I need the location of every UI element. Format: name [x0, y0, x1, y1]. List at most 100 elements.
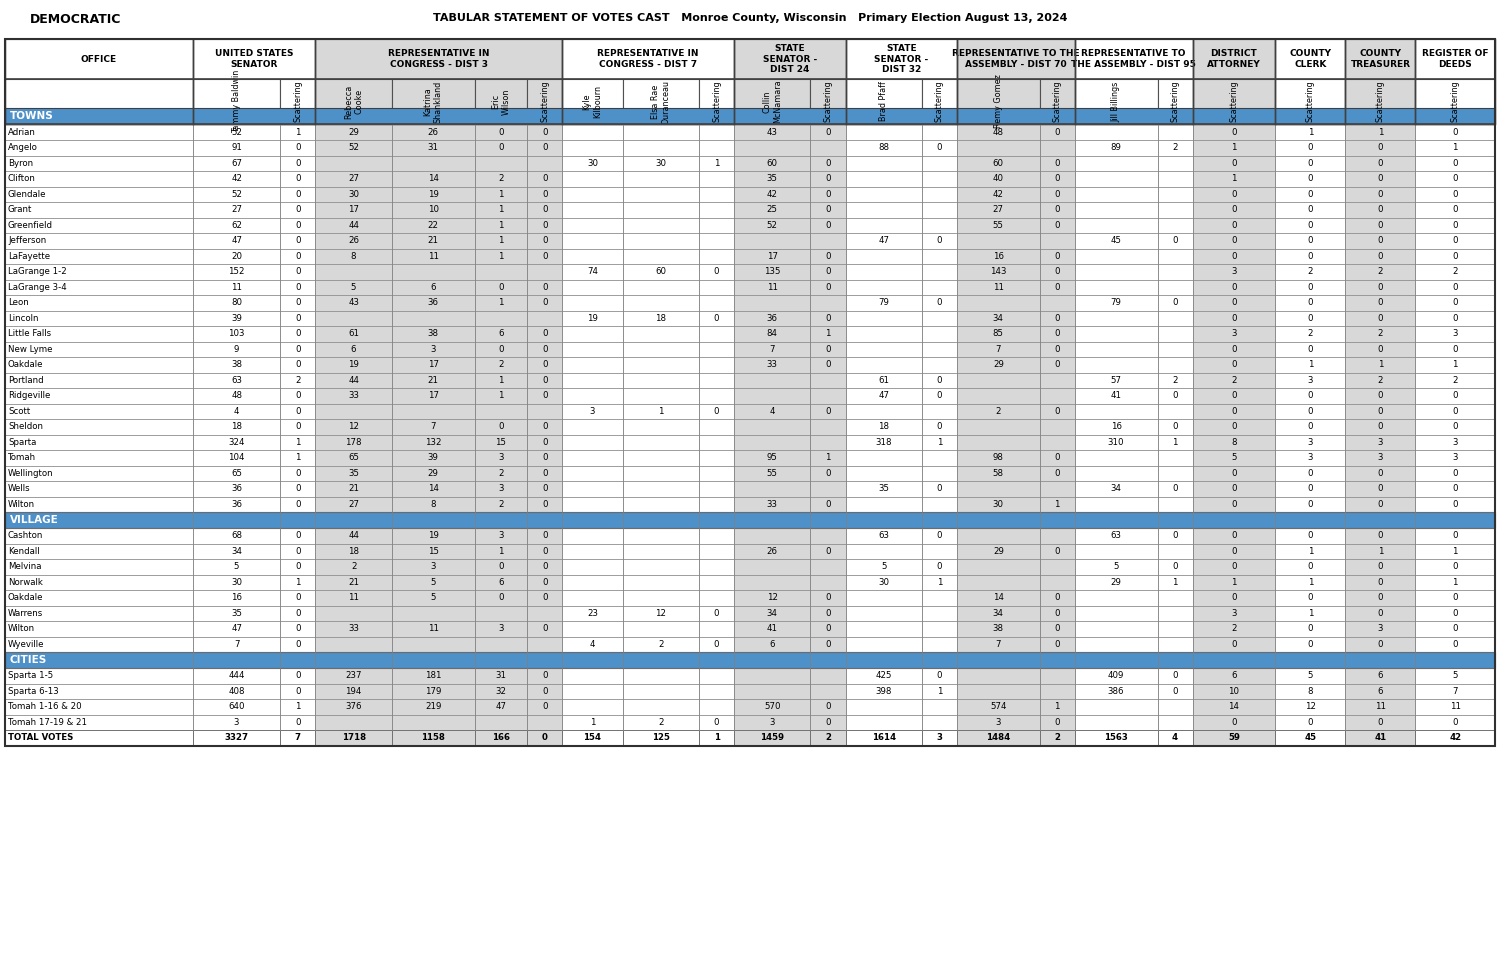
Text: 63: 63 — [878, 531, 890, 540]
Text: 0: 0 — [1377, 220, 1383, 230]
Bar — [846, 434, 922, 450]
Bar — [194, 450, 280, 465]
Bar — [922, 79, 957, 124]
Text: 19: 19 — [427, 531, 438, 540]
Text: 0: 0 — [1308, 314, 1312, 322]
Bar — [1416, 124, 1496, 140]
Bar — [734, 559, 810, 575]
Bar — [810, 280, 846, 295]
Text: 0: 0 — [296, 144, 300, 152]
Text: 3: 3 — [1308, 376, 1312, 385]
Bar — [4, 39, 1496, 746]
Bar — [622, 373, 699, 388]
Bar — [1346, 668, 1416, 684]
Bar — [4, 311, 194, 326]
Text: Jill Billings: Jill Billings — [1112, 82, 1120, 121]
Text: 65: 65 — [231, 469, 242, 478]
Bar — [1040, 544, 1074, 559]
Bar — [1416, 419, 1496, 434]
Bar — [315, 450, 392, 465]
Bar — [622, 575, 699, 590]
Bar — [474, 373, 526, 388]
Bar — [1158, 357, 1192, 373]
Bar — [734, 528, 810, 544]
Text: 0: 0 — [1308, 158, 1312, 168]
Bar — [1074, 496, 1158, 512]
Text: 38: 38 — [427, 329, 438, 338]
Bar — [699, 528, 734, 544]
Bar — [1074, 311, 1158, 326]
Text: Oakdale: Oakdale — [8, 360, 44, 369]
Bar — [1040, 528, 1074, 544]
Bar — [526, 621, 562, 637]
Bar — [846, 186, 922, 202]
Text: 2: 2 — [1054, 733, 1060, 742]
Text: Tomah 1-16 & 20: Tomah 1-16 & 20 — [8, 702, 81, 711]
Text: 27: 27 — [231, 205, 242, 215]
Text: 0: 0 — [1452, 283, 1458, 291]
Text: 0: 0 — [825, 283, 831, 291]
Bar — [922, 434, 957, 450]
Bar — [699, 171, 734, 186]
Bar — [1040, 715, 1074, 730]
Text: 19: 19 — [348, 360, 358, 369]
Text: 0: 0 — [1308, 407, 1312, 416]
Text: LaFayette: LaFayette — [8, 251, 50, 261]
Text: 35: 35 — [766, 174, 778, 184]
Bar — [474, 264, 526, 280]
Bar — [1158, 388, 1192, 404]
Text: Warrens: Warrens — [8, 609, 44, 618]
Bar — [1416, 295, 1496, 311]
Text: 0: 0 — [296, 469, 300, 478]
Bar — [1040, 606, 1074, 621]
Bar — [526, 295, 562, 311]
Bar — [280, 715, 315, 730]
Bar — [526, 202, 562, 218]
Text: 3: 3 — [1232, 329, 1236, 338]
Text: 6: 6 — [1232, 671, 1236, 681]
Text: VILLAGE: VILLAGE — [10, 515, 58, 524]
Text: 60: 60 — [993, 158, 1004, 168]
Text: 237: 237 — [345, 671, 362, 681]
Bar — [392, 575, 474, 590]
Bar — [1074, 155, 1158, 171]
Bar — [4, 124, 194, 140]
Bar — [1192, 39, 1275, 79]
Bar — [622, 590, 699, 606]
Text: 0: 0 — [1308, 236, 1312, 246]
Bar — [846, 590, 922, 606]
Bar — [957, 388, 1040, 404]
Bar — [1074, 373, 1158, 388]
Text: 0: 0 — [296, 283, 300, 291]
Bar — [846, 388, 922, 404]
Bar — [1040, 481, 1074, 496]
Bar — [562, 404, 622, 419]
Bar — [1192, 233, 1275, 249]
Text: 0: 0 — [1308, 345, 1312, 353]
Bar — [734, 699, 810, 715]
Text: 27: 27 — [348, 500, 358, 509]
Bar — [1040, 311, 1074, 326]
Bar — [810, 388, 846, 404]
Bar — [922, 233, 957, 249]
Text: 25: 25 — [766, 205, 778, 215]
Text: 35: 35 — [878, 485, 890, 493]
Bar — [957, 450, 1040, 465]
Text: 33: 33 — [348, 391, 358, 400]
Bar — [280, 496, 315, 512]
Bar — [1040, 590, 1074, 606]
Bar — [4, 699, 194, 715]
Bar — [1074, 218, 1158, 233]
Text: 0: 0 — [825, 718, 831, 726]
Text: 1: 1 — [296, 702, 300, 711]
Text: 135: 135 — [764, 267, 780, 277]
Text: 0: 0 — [936, 485, 942, 493]
Text: 14: 14 — [427, 174, 438, 184]
Text: 3: 3 — [590, 407, 596, 416]
Text: Melvina: Melvina — [8, 562, 42, 571]
Bar — [1192, 280, 1275, 295]
Text: 0: 0 — [1232, 345, 1236, 353]
Text: 104: 104 — [228, 453, 244, 462]
Text: 0: 0 — [542, 329, 548, 338]
Bar — [194, 295, 280, 311]
